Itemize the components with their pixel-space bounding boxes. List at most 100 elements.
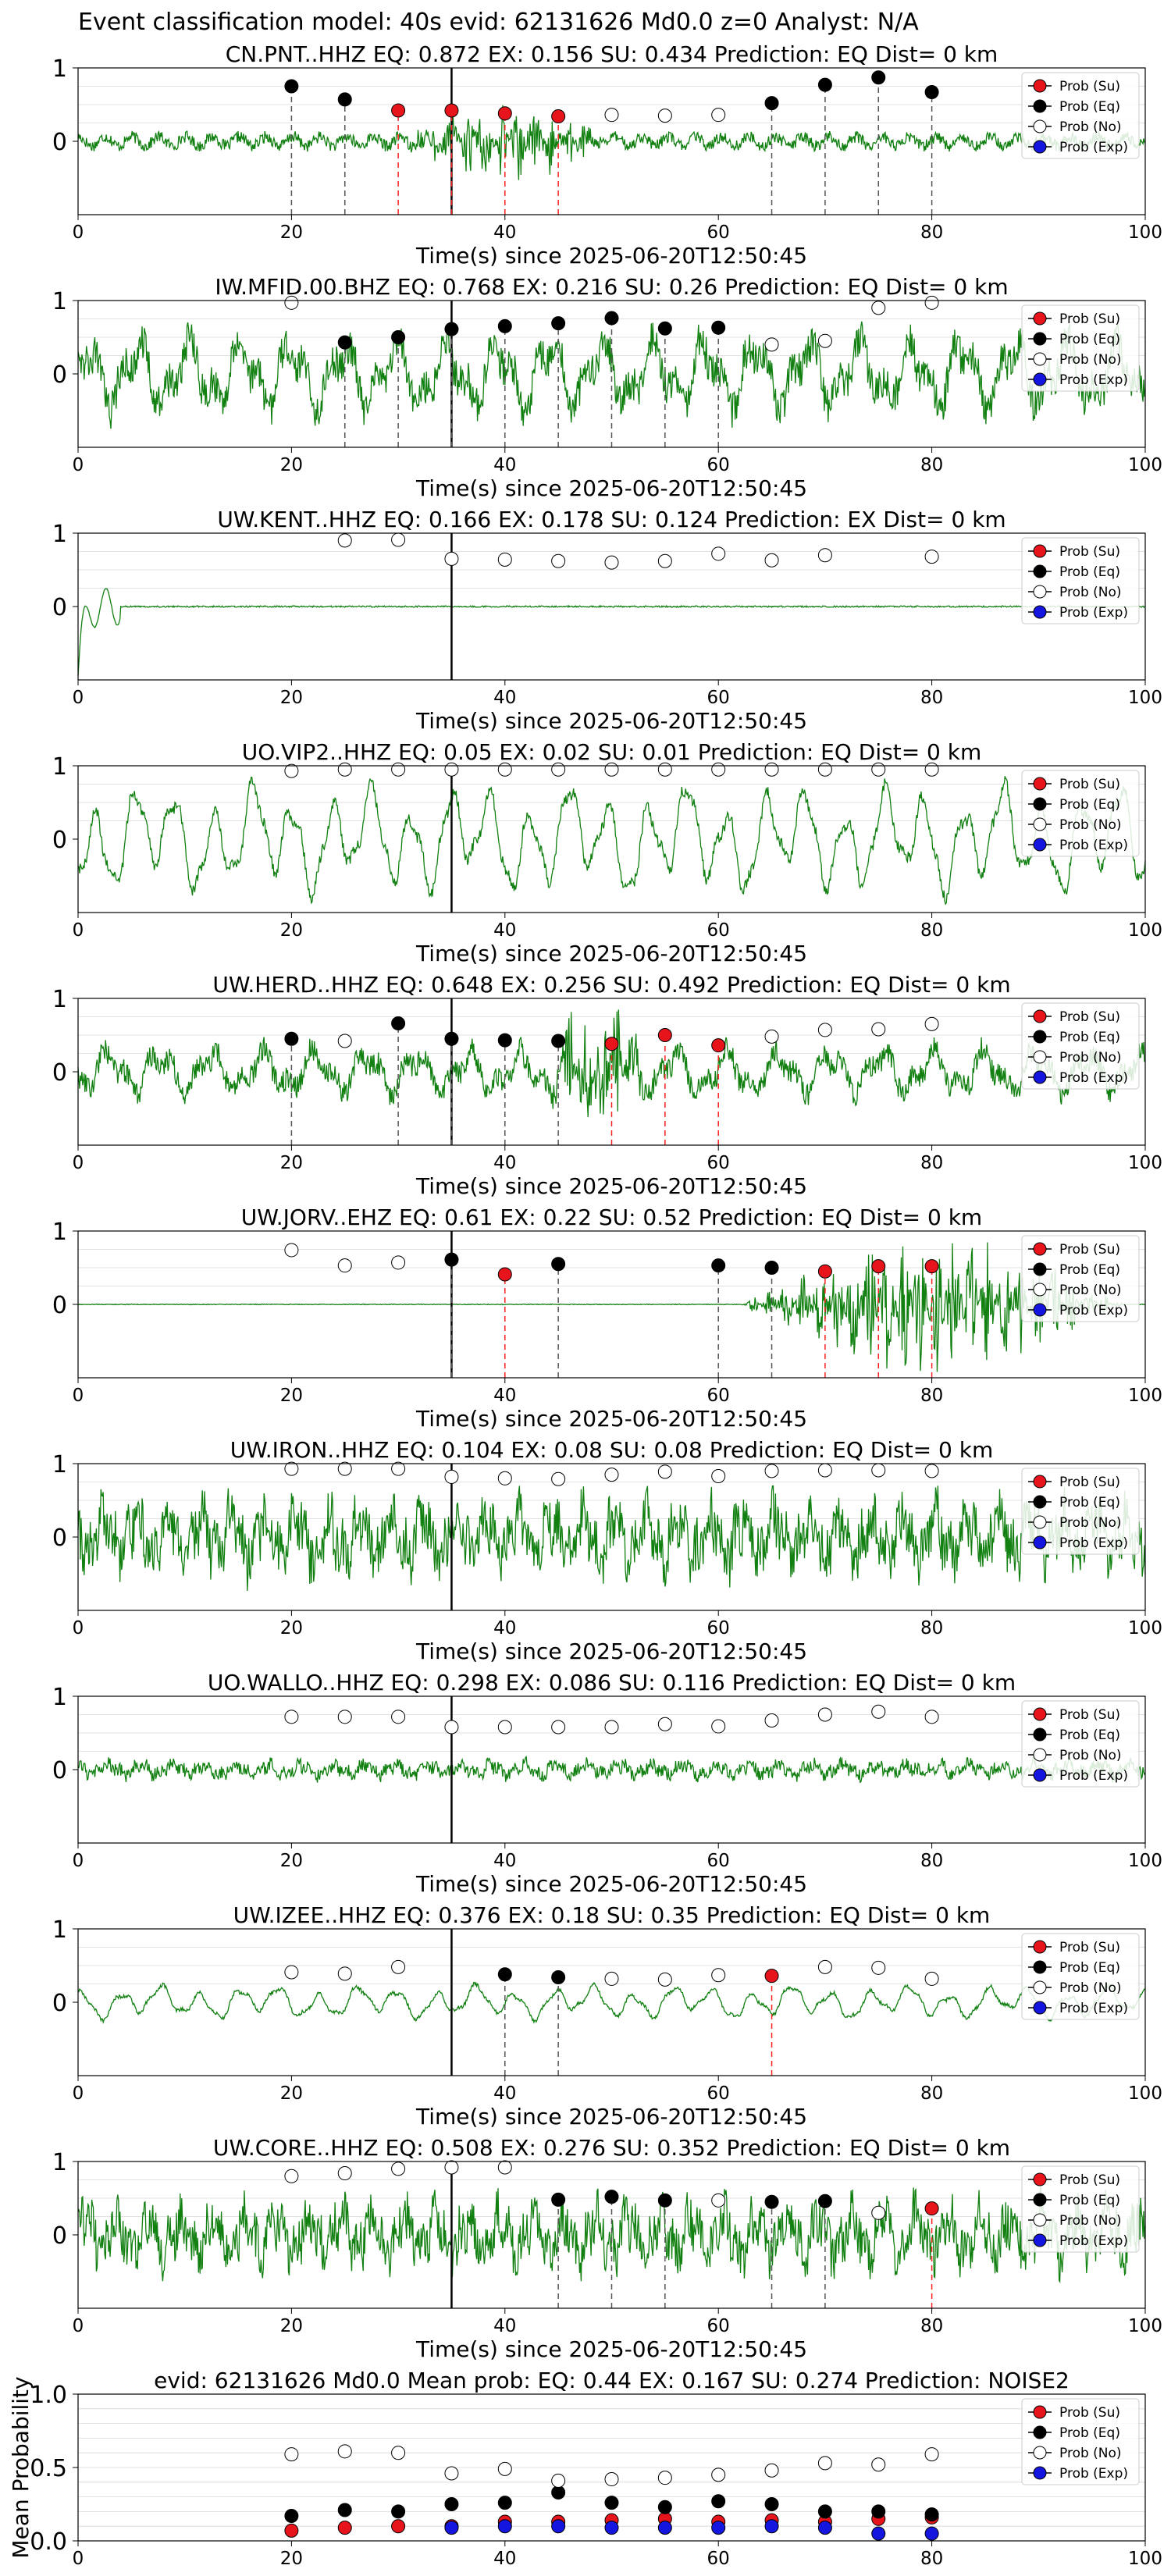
prob-point xyxy=(337,335,352,350)
prob-point xyxy=(497,2160,512,2175)
prob-point xyxy=(604,1037,619,1051)
prob-point xyxy=(497,1967,512,1982)
prob-point xyxy=(711,546,726,561)
prob-point xyxy=(497,106,512,121)
prob-point xyxy=(284,79,299,94)
prob-point xyxy=(497,1720,512,1735)
prob-point xyxy=(924,295,939,310)
prob-point xyxy=(284,1243,299,1258)
x-tick-label: 0 xyxy=(73,455,84,475)
x-tick-label: 100 xyxy=(1128,1851,1162,1871)
panel-title: UW.JORV..EHZ EQ: 0.61 EX: 0.22 SU: 0.52 … xyxy=(241,1204,982,1230)
x-tick-label: 60 xyxy=(707,455,730,475)
prob-point xyxy=(391,1710,406,1724)
legend-marker xyxy=(1033,1283,1047,1297)
x-tick-label: 80 xyxy=(920,1153,943,1173)
prob-point xyxy=(764,1261,779,1275)
prob-point xyxy=(817,548,832,563)
x-tick-label: 80 xyxy=(920,2316,943,2336)
panel-title: IW.MFID.00.BHZ EQ: 0.768 EX: 0.216 SU: 0… xyxy=(215,274,1008,300)
prob-point xyxy=(924,1259,939,1274)
legend-marker xyxy=(1033,2233,1047,2247)
mean-prob-point xyxy=(657,2471,672,2485)
legend-label: Prob (Eq) xyxy=(1059,1727,1120,1743)
mean-prob-point xyxy=(711,2467,726,2482)
prob-point xyxy=(817,77,832,92)
mean-prob-point xyxy=(711,2494,726,2509)
waveform-trace xyxy=(78,1242,1146,1372)
mean-prob-point xyxy=(337,2521,352,2535)
prob-point xyxy=(871,1463,886,1478)
mean-prob-point xyxy=(817,2456,832,2471)
x-tick-label: 0 xyxy=(73,1153,84,1173)
panel-title: UW.KENT..HHZ EQ: 0.166 EX: 0.178 SU: 0.1… xyxy=(217,507,1005,532)
legend-label: Prob (No) xyxy=(1059,352,1122,368)
legend-box xyxy=(1021,1468,1140,1555)
legend-label: Prob (Exp) xyxy=(1059,605,1128,621)
legend-label: Prob (Su) xyxy=(1059,2172,1120,2188)
legend-marker xyxy=(1033,605,1047,619)
legend-label: Prob (Exp) xyxy=(1059,2001,1128,2016)
x-tick-label: 0 xyxy=(73,1618,84,1638)
x-tick-label: 20 xyxy=(280,2083,303,2104)
legend-marker xyxy=(1033,79,1047,93)
x-tick-label: 0 xyxy=(73,2316,84,2336)
legend-label: Prob (Eq) xyxy=(1059,332,1120,347)
prob-point xyxy=(444,322,459,336)
y-tick-label: 0 xyxy=(52,1525,67,1552)
legend-marker xyxy=(1033,2446,1047,2460)
legend-label: Prob (Exp) xyxy=(1059,140,1128,155)
prob-point xyxy=(764,1029,779,1044)
prob-point xyxy=(444,1720,459,1735)
x-tick-label: 0 xyxy=(73,222,84,243)
legend-marker xyxy=(1033,2466,1047,2480)
x-tick-label: 80 xyxy=(920,1618,943,1638)
y-tick-label: 0 xyxy=(52,594,67,621)
prob-point xyxy=(657,1464,672,1479)
panel-title: UW.HERD..HHZ EQ: 0.648 EX: 0.256 SU: 0.4… xyxy=(212,972,1010,998)
prob-point xyxy=(924,1710,939,1724)
y-tick-label: 0 xyxy=(52,361,67,389)
panel-title: CN.PNT..HHZ EQ: 0.872 EX: 0.156 SU: 0.43… xyxy=(226,41,998,67)
prob-point xyxy=(391,1016,406,1030)
legend-box xyxy=(1021,770,1140,857)
legend-marker xyxy=(1033,564,1047,578)
legend-label: Prob (Su) xyxy=(1059,1242,1120,1258)
legend-marker xyxy=(1033,2001,1047,2015)
station-panel: UW.HERD..HHZ EQ: 0.648 EX: 0.256 SU: 0.4… xyxy=(52,972,1162,1199)
waveform-trace xyxy=(77,776,1146,906)
legend-label: Prob (No) xyxy=(1059,1980,1122,1996)
prob-point xyxy=(711,1258,726,1273)
y-tick-label: 0 xyxy=(52,129,67,156)
prob-point xyxy=(497,1267,512,1282)
prob-point xyxy=(551,1257,566,1272)
legend-label: Prob (Eq) xyxy=(1059,1262,1120,1278)
prob-point xyxy=(657,1972,672,1987)
prob-point xyxy=(391,103,406,118)
mean-prob-point xyxy=(871,2504,886,2519)
mean-prob-point xyxy=(444,2521,459,2535)
mean-prob-point xyxy=(817,2521,832,2535)
legend-marker xyxy=(1033,332,1047,346)
legend-label: Prob (Su) xyxy=(1059,1940,1120,1955)
prob-point xyxy=(871,301,886,315)
x-tick-label: 80 xyxy=(920,455,943,475)
prob-point xyxy=(871,70,886,85)
station-panel: UO.VIP2..HHZ EQ: 0.05 EX: 0.02 SU: 0.01 … xyxy=(52,739,1162,966)
prob-point xyxy=(604,2190,619,2204)
legend-label: Prob (Exp) xyxy=(1059,1070,1128,1086)
mean-prob-point xyxy=(657,2500,672,2514)
legend-marker xyxy=(1033,2425,1047,2439)
legend-label: Prob (No) xyxy=(1059,585,1122,600)
legend-label: Prob (Exp) xyxy=(1059,1535,1128,1551)
prob-point xyxy=(711,108,726,123)
prob-point xyxy=(284,1965,299,1980)
mean-prob-point xyxy=(444,2466,459,2481)
legend-marker xyxy=(1033,2213,1047,2227)
legend-marker xyxy=(1033,2405,1047,2419)
panel-title: UO.WALLO..HHZ EQ: 0.298 EX: 0.086 SU: 0.… xyxy=(208,1670,1016,1695)
legend-label: Prob (Eq) xyxy=(1059,1030,1120,1045)
mean-prob-point xyxy=(604,2521,619,2535)
prob-point xyxy=(551,1034,566,1048)
legend-box xyxy=(1021,72,1140,159)
